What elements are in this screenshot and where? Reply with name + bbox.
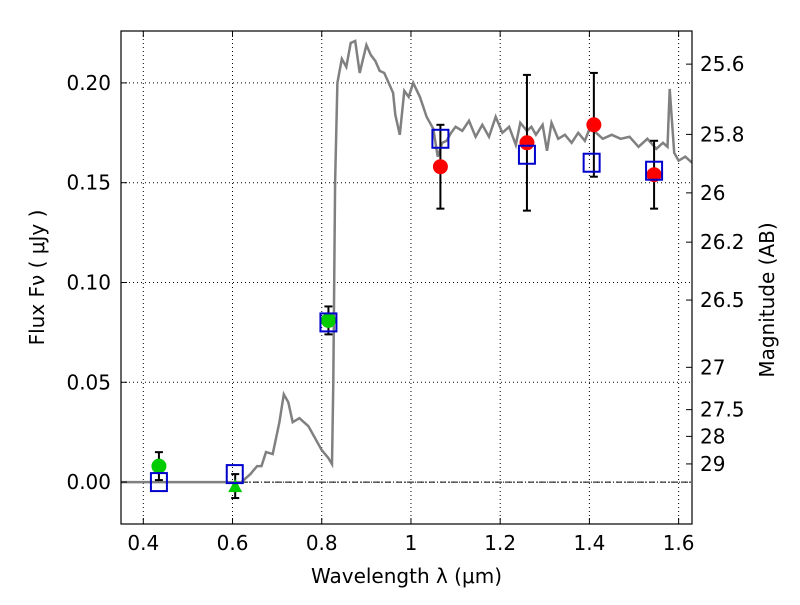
- right-tick-label: 29: [700, 452, 725, 476]
- right-tick-label: 25.6: [700, 52, 745, 76]
- data-point-circle: [320, 312, 336, 328]
- right-axis-title: Magnitude (AB): [755, 222, 779, 377]
- data-point-open-square: [582, 152, 601, 173]
- x-tick-label: 0.6: [217, 531, 249, 555]
- data-point-open-square: [431, 128, 450, 149]
- plot-content: [121, 39, 692, 484]
- right-tick-label: 28: [700, 424, 725, 448]
- data-point-open-square: [319, 312, 338, 333]
- data-point-circle: [151, 458, 167, 474]
- x-axis-title: Wavelength λ (μm): [311, 564, 502, 588]
- y-tick-label: 0.00: [66, 470, 111, 494]
- data-point-open-square: [225, 464, 244, 485]
- right-tick-label: 25.8: [700, 122, 745, 146]
- x-tick-label: 1.6: [663, 531, 695, 555]
- model-spectrum-line: [121, 39, 692, 484]
- y-tick-label: 0.05: [66, 370, 111, 394]
- x-tick-label: 0.4: [127, 531, 159, 555]
- x-tick-label: 1: [405, 531, 418, 555]
- y-axis-title: Flux Fν ( μJy ): [25, 210, 49, 346]
- data-point-open-square: [517, 144, 536, 165]
- right-tick-label: 27: [700, 355, 725, 379]
- y-tick-label: 0.10: [66, 270, 111, 294]
- data-point-open-square: [149, 472, 168, 493]
- x-tick-label: 0.8: [306, 531, 338, 555]
- y-tick-label: 0.15: [66, 171, 111, 195]
- data-point-circle: [586, 117, 602, 133]
- y-tick-label: 0.20: [66, 71, 111, 95]
- right-tick-label: 26: [700, 181, 725, 205]
- marker-layer: [149, 71, 664, 500]
- data-point-triangle: [228, 479, 243, 493]
- right-tick-label: 26.2: [700, 230, 745, 254]
- data-point-circle: [519, 135, 535, 151]
- plot-frame: [120, 30, 693, 525]
- tick-layer: 0.4 0.6 0.8 1 1.2 1.4 1.6 0.00 0.05 0.10 0.15 0.20 2…: [66, 31, 745, 555]
- grid-layer: [121, 31, 692, 524]
- x-tick-label: 1.2: [484, 531, 516, 555]
- x-tick-label: 1.4: [573, 531, 605, 555]
- data-point-circle: [432, 159, 448, 175]
- right-tick-label: 26.5: [700, 288, 745, 312]
- right-tick-label: 27.5: [700, 398, 745, 422]
- data-point-open-square: [645, 160, 664, 181]
